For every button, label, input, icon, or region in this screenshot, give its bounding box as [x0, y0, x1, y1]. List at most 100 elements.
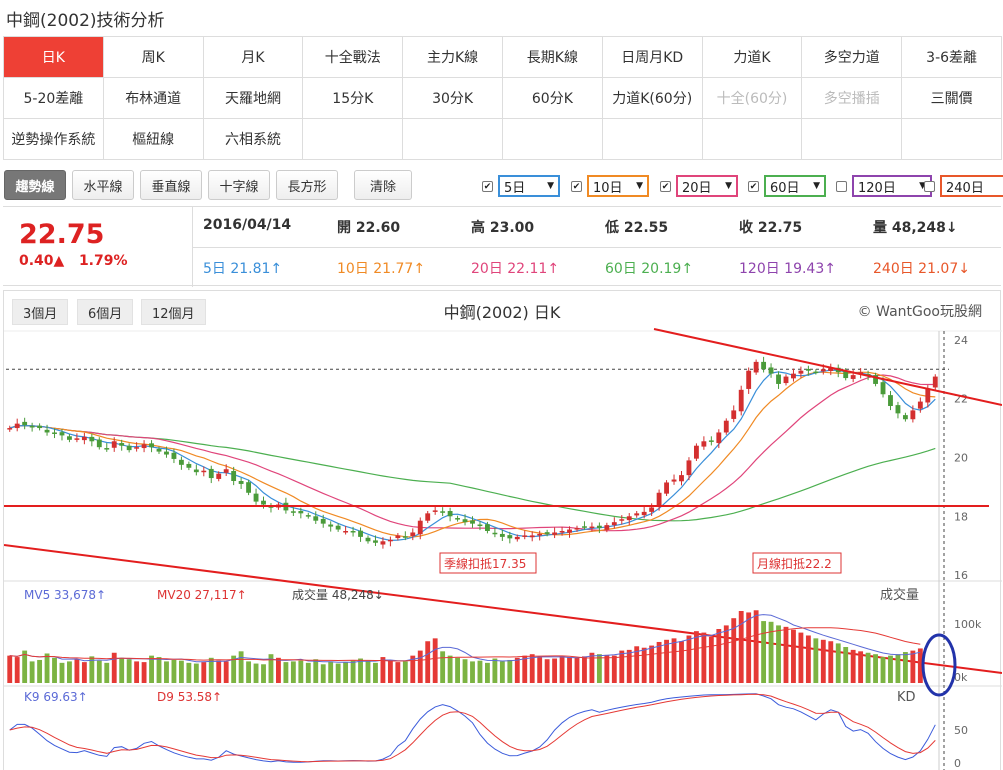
- candle-body: [716, 432, 722, 444]
- volume-bar: [81, 662, 87, 683]
- volume-bar: [559, 655, 565, 683]
- ma-period-select[interactable]: 120日 ▼: [852, 175, 932, 197]
- ma-checkbox[interactable]: ✔: [660, 180, 671, 192]
- candle-body: [178, 459, 184, 465]
- menu-item-18[interactable]: 多空播插: [802, 78, 903, 119]
- menu-item-20[interactable]: 逆勢操作系統: [4, 119, 104, 160]
- ma-checkbox[interactable]: [836, 180, 847, 192]
- candle-body: [186, 463, 192, 468]
- volume-bar: [22, 650, 28, 683]
- vertical-line-button[interactable]: 垂直線: [140, 170, 202, 200]
- ma-checkbox[interactable]: ✔: [571, 180, 582, 192]
- volume-bar: [679, 641, 684, 683]
- ma-period-select[interactable]: 10日 ▼: [587, 175, 649, 197]
- crosshair-button[interactable]: 十字線: [208, 170, 270, 200]
- menu-item-9[interactable]: 3-6差離: [902, 37, 1002, 78]
- candle-body: [604, 525, 610, 530]
- candle-body: [865, 373, 871, 376]
- ma-selector-5: 240日▼: [924, 175, 1003, 197]
- volume-bar: [567, 657, 572, 683]
- range-6m-button[interactable]: 6個月: [77, 299, 134, 325]
- clear-button[interactable]: 清除: [354, 170, 412, 200]
- volume-bar: [290, 661, 296, 683]
- horizontal-line-button[interactable]: 水平線: [72, 170, 134, 200]
- menu-item-6[interactable]: 日周月KD: [602, 37, 703, 78]
- candle-body: [723, 420, 729, 433]
- volume-bar: [238, 651, 244, 683]
- candle-body: [268, 506, 274, 508]
- menu-empty-cell: [602, 119, 703, 160]
- ma-value-1: 10日 21.77↑: [337, 261, 426, 277]
- menu-item-7[interactable]: 力道K: [702, 37, 803, 78]
- ma-period-select[interactable]: 240日▼: [940, 175, 1003, 197]
- candle-body: [507, 535, 513, 539]
- menu-item-16[interactable]: 力道K(60分): [602, 78, 703, 119]
- volume-legend: 成交量 48,248↓: [292, 587, 384, 602]
- menu-item-3[interactable]: 十全戰法: [303, 37, 404, 78]
- range-12m-button[interactable]: 12個月: [141, 299, 206, 325]
- volume-bar: [686, 635, 692, 683]
- menu-item-14[interactable]: 30分K: [403, 78, 503, 119]
- volume-bar: [731, 618, 737, 683]
- range-3m-button[interactable]: 3個月: [12, 299, 69, 325]
- menu-item-22[interactable]: 六相系統: [203, 119, 304, 160]
- menu-item-10[interactable]: 5-20差離: [4, 78, 104, 119]
- volume-bar: [626, 649, 632, 683]
- ma-checkbox[interactable]: [924, 180, 935, 192]
- candle-body: [74, 438, 80, 440]
- quote-low: 低 22.55: [605, 220, 669, 236]
- menu-item-0[interactable]: 日K: [4, 37, 104, 78]
- menu-item-15[interactable]: 60分K: [503, 78, 603, 119]
- volume-bar: [410, 655, 416, 683]
- menu-empty-cell: [902, 119, 1002, 160]
- volume-bar: [276, 657, 281, 683]
- ma-period-select[interactable]: 20日 ▼: [676, 175, 738, 197]
- candle-body: [171, 452, 177, 459]
- ma-period-select[interactable]: 5日 ▼: [498, 175, 560, 197]
- candle-body: [402, 536, 408, 538]
- volume-bar: [141, 662, 147, 683]
- volume-bar: [96, 660, 102, 683]
- trendline-button[interactable]: 趨勢線: [4, 170, 66, 200]
- candle-body: [537, 533, 543, 536]
- volume-bar: [485, 662, 490, 683]
- volume-bar: [253, 663, 259, 683]
- candle-body: [59, 432, 65, 436]
- rectangle-button[interactable]: 長方形: [276, 170, 338, 200]
- menu-item-21[interactable]: 樞紐線: [103, 119, 204, 160]
- candle-body: [746, 370, 752, 389]
- candle-body: [104, 448, 110, 450]
- menu-item-12[interactable]: 天羅地網: [203, 78, 304, 119]
- ma-period-select[interactable]: 60日 ▼: [764, 175, 826, 197]
- y-tick-label: 18: [954, 510, 968, 523]
- candle-body: [582, 526, 587, 528]
- candle-body: [246, 482, 252, 493]
- volume-bar: [850, 649, 856, 683]
- candle-body: [731, 410, 737, 419]
- menu-item-4[interactable]: 主力K線: [403, 37, 503, 78]
- volume-bar: [343, 662, 349, 683]
- kd-k-legend: K9 69.63↑: [24, 690, 88, 704]
- menu-item-8[interactable]: 多空力道: [802, 37, 903, 78]
- quote-divider: [193, 247, 1001, 248]
- menu-item-19[interactable]: 三關價: [902, 78, 1002, 119]
- menu-item-13[interactable]: 15分K: [303, 78, 404, 119]
- menu-item-11[interactable]: 布林通道: [103, 78, 204, 119]
- volume-bar: [358, 658, 363, 683]
- kd-tick-label: 50: [954, 724, 968, 737]
- candle-body: [552, 532, 558, 535]
- candle-body: [805, 368, 811, 371]
- ma-checkbox[interactable]: ✔: [748, 180, 759, 192]
- ma-checkbox[interactable]: ✔: [482, 180, 493, 192]
- ma-value-5: 240日 21.07↓: [873, 261, 970, 277]
- volume-bar: [708, 636, 714, 683]
- volume-bar: [216, 660, 222, 683]
- menu-item-2[interactable]: 月K: [203, 37, 304, 78]
- menu-item-1[interactable]: 周K: [103, 37, 204, 78]
- menu-item-5[interactable]: 長期K線: [503, 37, 603, 78]
- volume-bar: [156, 657, 162, 683]
- candle-body: [313, 516, 319, 521]
- deduction-annotation-box: [752, 552, 842, 574]
- menu-item-17[interactable]: 十全(60分): [702, 78, 803, 119]
